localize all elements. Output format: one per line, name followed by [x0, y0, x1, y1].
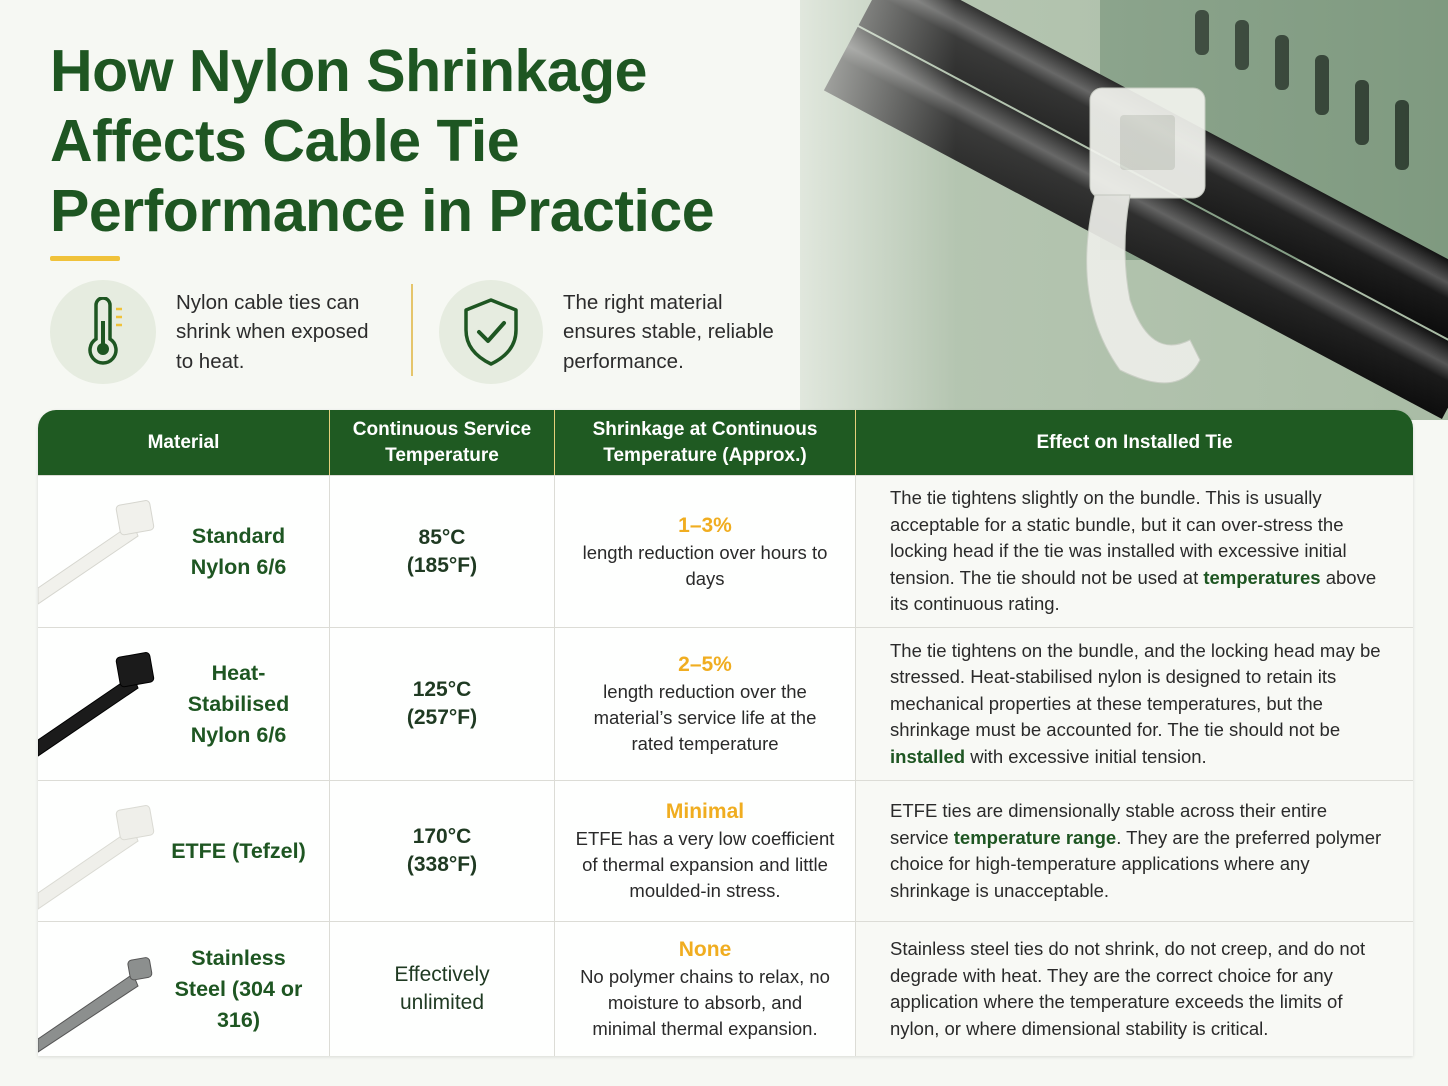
effect-emphasis: temperature range [953, 826, 1117, 848]
tie-image [38, 500, 155, 605]
effect-segment: with excessive initial tension. [965, 745, 1207, 767]
temperature: Effectively unlimited [394, 963, 490, 1014]
shrinkage-cell: 2–5% length reduction over the material’s… [554, 627, 855, 780]
effect-segment: . They are the preferred polymer choice … [890, 826, 1382, 901]
temperature-cell: 85°C (185°F) [329, 475, 554, 627]
effect-segment: The tie tightens slightly on the bundle.… [890, 487, 1347, 588]
title: How Nylon Shrinkage Affects Cable Tie Perf… [50, 36, 715, 246]
shrinkage-note: ETFE has a very low coefficient of therm… [575, 828, 835, 901]
material-cell: ETFE (Tefzel) [38, 780, 329, 921]
effect-cell: The tie tightens slightly on the bundle.… [855, 475, 1413, 627]
shrinkage-note: No polymer chains to relax, no moisture … [580, 966, 830, 1039]
effect-emphasis: installed [890, 745, 966, 767]
shrinkage-amount: 2–5% [678, 653, 732, 676]
effect-emphasis: temperatures [1203, 566, 1321, 588]
shrinkage-cell: None No polymer chains to relax, no moist… [554, 921, 855, 1056]
effect-cell: ETFE ties are dimensionally stable acros… [855, 780, 1413, 921]
shrinkage-amount: None [678, 938, 732, 961]
shrinkage-cell: Minimal ETFE has a very low coefficient o… [554, 780, 855, 921]
highlight-text: Nylon cable ties can shrink when exposed… [176, 290, 369, 373]
tie-image [38, 957, 153, 1053]
effect-cell: The tie tightens on the bundle, and the … [855, 627, 1413, 780]
title-line: How Nylon Shrinkage [50, 38, 647, 104]
title-line: Performance in Practice [50, 178, 715, 244]
material-name: Heat-Stabilised Nylon 6/6 [187, 660, 290, 747]
shrinkage-amount: 1–3% [678, 513, 732, 537]
column-header: Shrinkage at Continuous Temperature (App… [554, 410, 855, 475]
material-name: Standard Nylon 6/6 [190, 523, 287, 579]
tie-image [38, 652, 155, 757]
effect-segment: The tie tightens on the bundle, and the … [890, 639, 1381, 741]
effect-text: ETFE ties are dimensionally stable acros… [890, 798, 1383, 904]
shrinkage-cell: 1–3% length reduction over hours to days [554, 475, 855, 627]
temperature: 125°C (257°F) [406, 678, 478, 729]
shrinkage-note: length reduction over hours to days [582, 541, 828, 589]
material-cell: Standard Nylon 6/6 [38, 475, 329, 627]
highlight-text: The right material ensures stable, relia… [563, 290, 774, 373]
material-name: ETFE (Tefzel) [171, 838, 306, 863]
shield-icon [439, 280, 543, 384]
effect-text: Stainless steel ties do not shrink, do n… [890, 936, 1383, 1042]
shield [464, 298, 518, 366]
temperature: 85°C (185°F) [406, 525, 478, 577]
material-cell: Heat-Stabilised Nylon 6/6 [38, 627, 329, 780]
highlight: The right material ensures stable, relia… [439, 280, 783, 384]
shrinkage-note: length reduction over the material’s ser… [593, 681, 817, 754]
divider [411, 284, 413, 376]
column-header: Effect on Installed Tie [855, 410, 1413, 475]
shrinkage-amount: Minimal [665, 800, 745, 823]
material-name: Stainless Steel (304 or 316) [174, 945, 303, 1032]
thermometer [88, 297, 122, 365]
title-underline [50, 256, 120, 261]
effect-cell: Stainless steel ties do not shrink, do n… [855, 921, 1413, 1056]
column-header: Continuous Service Temperature [329, 410, 554, 475]
thermometer-icon [50, 280, 156, 384]
temperature-cell: 125°C (257°F) [329, 627, 554, 780]
tie-image [38, 805, 155, 910]
temperature-cell: Effectively unlimited [329, 921, 554, 1056]
material-cell: Stainless Steel (304 or 316) [38, 921, 329, 1056]
comparison-table: Material Continuous Service Temperature Sh… [38, 410, 1413, 1056]
effect-segment: ETFE ties are dimensionally stable acros… [890, 800, 1327, 848]
column-header: Material [38, 410, 329, 475]
highlight: Nylon cable ties can shrink when exposed… [50, 280, 391, 384]
effect-segment: above its continuous rating. [890, 566, 1377, 615]
effect-segment: Stainless steel ties do not shrink, do n… [890, 938, 1366, 1039]
temperature-cell: 170°C (338°F) [329, 780, 554, 921]
title-line: Affects Cable Tie [50, 108, 520, 174]
effect-text: The tie tightens on the bundle, and the … [890, 638, 1383, 771]
effect-text: The tie tightens slightly on the bundle.… [890, 485, 1383, 618]
temperature: 170°C (338°F) [406, 825, 478, 876]
